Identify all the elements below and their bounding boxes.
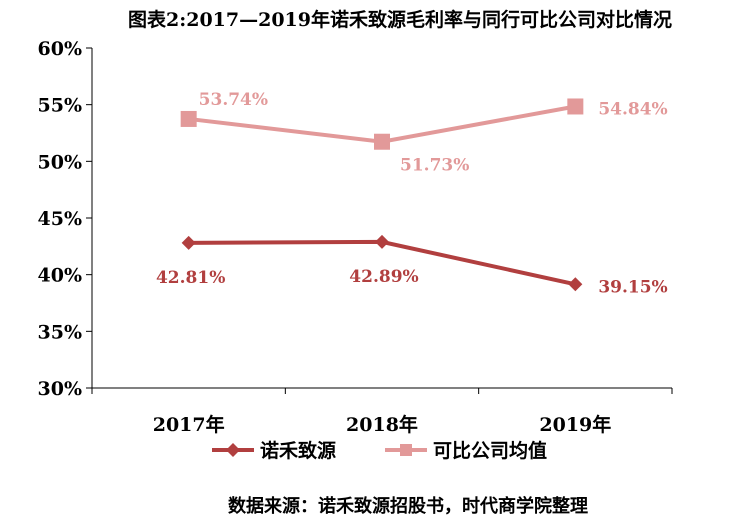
data-label: 53.74% bbox=[199, 90, 268, 110]
data-point-diamond bbox=[568, 277, 583, 292]
chart-title: 图表2:2017—2019年诺禾致源毛利率与同行可比公司对比情况 bbox=[128, 8, 672, 31]
y-tick-label: 45% bbox=[38, 208, 83, 230]
source-note: 数据来源：诺禾致源招股书，时代商学院整理 bbox=[228, 495, 588, 517]
y-tick-label: 50% bbox=[38, 151, 83, 173]
data-label: 51.73% bbox=[400, 156, 469, 176]
data-label: 39.15% bbox=[598, 277, 667, 297]
y-tick-label: 35% bbox=[38, 321, 83, 343]
data-label: 42.89% bbox=[349, 267, 418, 287]
x-tick-label: 2018年 bbox=[346, 413, 418, 436]
y-tick-label: 55% bbox=[38, 95, 83, 117]
data-point-square bbox=[567, 98, 584, 115]
data-point-square bbox=[180, 110, 197, 127]
legend-label-nuohe: 诺禾致源 bbox=[260, 439, 336, 462]
legend-label-peer: 可比公司均值 bbox=[433, 439, 547, 462]
x-tick-label: 2019年 bbox=[539, 413, 611, 436]
x-tick-label: 2017年 bbox=[153, 413, 225, 436]
data-point-diamond bbox=[181, 235, 196, 250]
legend-marker-peer bbox=[400, 444, 412, 456]
y-tick-label: 30% bbox=[38, 378, 83, 400]
legend-marker-nuohe bbox=[226, 443, 240, 457]
data-label: 42.81% bbox=[156, 268, 225, 288]
y-tick-label: 60% bbox=[38, 38, 83, 60]
data-point-diamond bbox=[375, 234, 389, 249]
legend: 诺禾致源 可比公司均值 bbox=[212, 439, 547, 462]
data-label: 54.84% bbox=[598, 99, 667, 119]
y-tick-label: 40% bbox=[38, 265, 83, 287]
data-point-square bbox=[374, 133, 390, 150]
